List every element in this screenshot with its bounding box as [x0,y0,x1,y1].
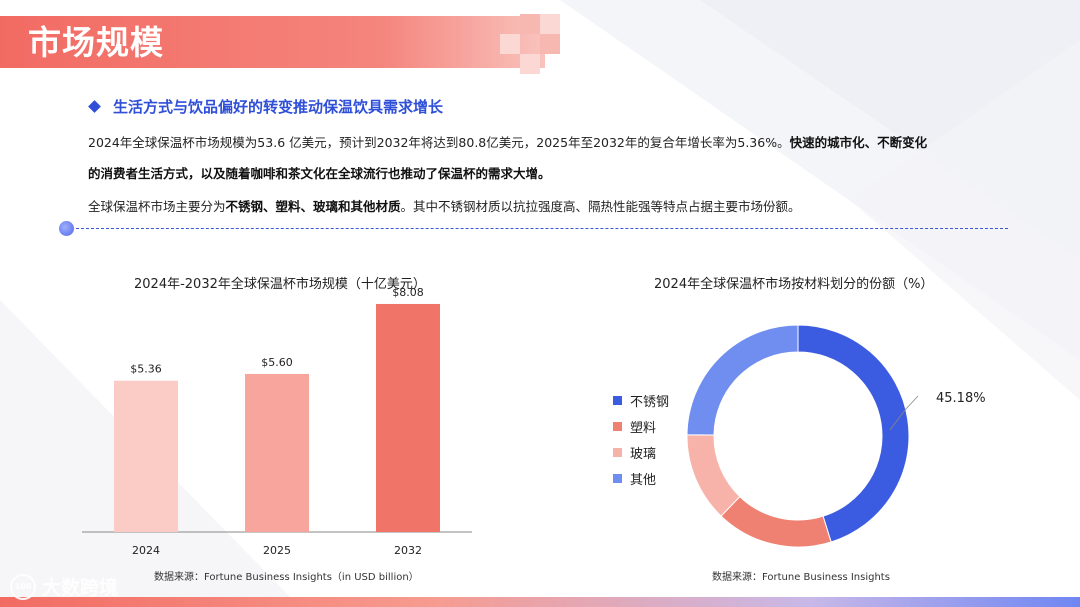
dashed-divider [66,228,1008,229]
subheading-text: 生活方式与饮品偏好的转变推动保温饮具需求增长 [113,98,444,116]
paragraph-3-bold: 不锈钢、塑料、玻璃和其他材质 [225,199,401,214]
paragraph-1-normal: 2024年全球保温杯市场规模为53.6 亿美元，预计到2032年将达到80.8亿… [88,135,790,150]
legend-label: 不锈钢 [630,394,670,410]
footer-bar [0,597,1080,607]
legend-swatch [613,395,622,405]
brand-logo: 100 大数跨境 [10,573,118,600]
legend-swatch [613,421,622,431]
page-title: 市场规模 [28,23,164,62]
legend-label: 玻璃 [630,446,657,462]
paragraph-3-b: 。其中不锈钢材质以抗拉强度高、隔热性能强等特点占据主要市场份额。 [400,199,801,214]
paragraph-1-bold: 快速的城市化、不断变化 [789,135,928,150]
bar-chart-source: 数据来源：Fortune Business Insights（in USD bi… [154,572,419,583]
bar-chart-title: 2024年-2032年全球保温杯市场规模（十亿美元） [134,277,426,292]
legend-item-plastic: 塑料 [613,413,669,439]
paragraph-1: 2024年全球保温杯市场规模为53.6 亿美元，预计到2032年将达到80.8亿… [88,132,927,151]
divider-dot-icon [59,221,74,236]
legend-swatch [613,447,622,457]
diamond-bullet-icon [88,100,101,113]
donut-chart-title: 2024年全球保温杯市场按材料划分的份额（%） [654,277,934,292]
subheading: 生活方式与饮品偏好的转变推动保温饮具需求增长 [88,96,443,117]
paragraph-2: 的消费者生活方式，以及随着咖啡和茶文化在全球流行也推动了保温杯的需求大增。 [88,163,551,182]
legend-swatch [613,473,622,483]
logo-text: 大数跨境 [42,577,119,599]
paragraph-3: 全球保温杯市场主要分为不锈钢、塑料、玻璃和其他材质。其中不锈钢材质以抗拉强度高、… [88,196,801,215]
donut-legend: 不锈钢 塑料 玻璃 其他 [613,387,669,491]
logo-mark-icon: 100 [10,573,36,600]
legend-label: 其他 [630,472,657,488]
donut-chart-source: 数据来源：Fortune Business Insights [712,572,890,583]
legend-label: 塑料 [630,420,657,436]
legend-item-other: 其他 [613,465,669,491]
paragraph-3-a: 全球保温杯市场主要分为 [88,199,226,214]
legend-item-glass: 玻璃 [613,439,669,465]
legend-item-stainless: 不锈钢 [613,387,669,413]
title-bar [0,16,545,68]
paragraph-2-bold: 的消费者生活方式，以及随着咖啡和茶文化在全球流行也推动了保温杯的需求大增。 [88,166,551,181]
